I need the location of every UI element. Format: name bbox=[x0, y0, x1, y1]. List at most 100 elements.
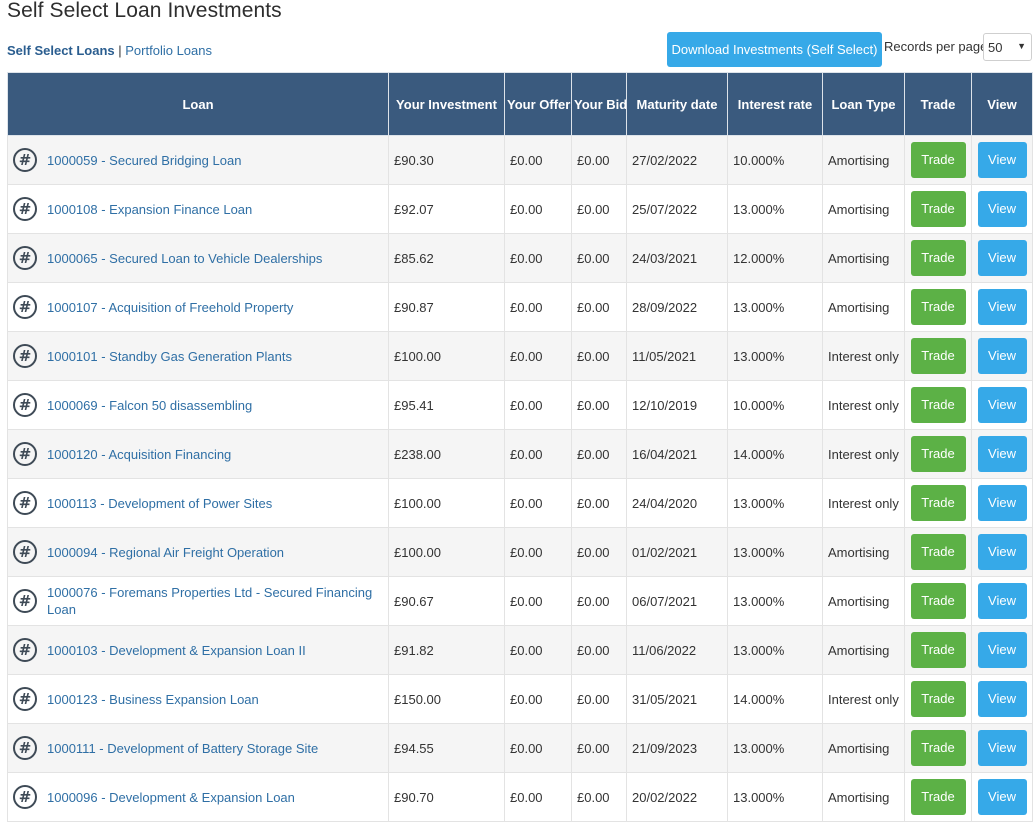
trade-button[interactable]: Trade bbox=[910, 191, 966, 227]
trade-button[interactable]: Trade bbox=[910, 779, 966, 815]
loan-cell: #1000113 - Development of Power Sites bbox=[7, 478, 389, 528]
loan-link[interactable]: 1000101 - Standby Gas Generation Plants bbox=[47, 348, 292, 364]
hash-circle-icon[interactable]: # bbox=[13, 442, 37, 466]
header-your-investment[interactable]: Your Investment bbox=[388, 72, 505, 136]
records-per-page-select[interactable]: 50 ▼ bbox=[983, 33, 1032, 61]
hash-circle-icon[interactable]: # bbox=[13, 687, 37, 711]
view-button[interactable]: View bbox=[977, 436, 1027, 472]
view-button[interactable]: View bbox=[977, 240, 1027, 276]
your-investment-cell: £100.00 bbox=[388, 478, 505, 528]
hash-circle-icon[interactable]: # bbox=[13, 540, 37, 564]
view-button[interactable]: View bbox=[977, 534, 1027, 570]
download-investments-button[interactable]: Download Investments (Self Select) bbox=[667, 32, 882, 67]
trade-button[interactable]: Trade bbox=[910, 142, 966, 178]
your-bids-cell: £0.00 bbox=[571, 184, 627, 234]
maturity-date-cell: 24/04/2020 bbox=[626, 478, 728, 528]
interest-rate-cell: 13.000% bbox=[727, 282, 823, 332]
your-offers-cell: £0.00 bbox=[504, 429, 572, 479]
view-button[interactable]: View bbox=[977, 681, 1027, 717]
header-maturity-date[interactable]: Maturity date bbox=[626, 72, 728, 136]
trade-button[interactable]: Trade bbox=[910, 240, 966, 276]
hash-circle-icon[interactable]: # bbox=[13, 197, 37, 221]
nav-self-select-loans[interactable]: Self Select Loans bbox=[7, 43, 115, 58]
trade-button[interactable]: Trade bbox=[910, 289, 966, 325]
your-investment-cell: £90.67 bbox=[388, 576, 505, 626]
loan-cell: #1000059 - Secured Bridging Loan bbox=[7, 135, 389, 185]
loan-link[interactable]: 1000123 - Business Expansion Loan bbox=[47, 691, 259, 707]
trade-button[interactable]: Trade bbox=[910, 436, 966, 472]
view-button[interactable]: View bbox=[977, 387, 1027, 423]
trade-cell: Trade bbox=[904, 772, 972, 822]
loan-link[interactable]: 1000103 - Development & Expansion Loan I… bbox=[47, 642, 306, 658]
nav-portfolio-loans[interactable]: Portfolio Loans bbox=[125, 43, 212, 58]
loan-link[interactable]: 1000069 - Falcon 50 disassembling bbox=[47, 397, 253, 413]
loan-type-cell: Interest only bbox=[822, 478, 905, 528]
trade-button[interactable]: Trade bbox=[910, 681, 966, 717]
loan-link[interactable]: 1000113 - Development of Power Sites bbox=[47, 495, 273, 511]
header-loan-type[interactable]: Loan Type bbox=[822, 72, 905, 136]
your-offers-cell: £0.00 bbox=[504, 380, 572, 430]
view-button[interactable]: View bbox=[977, 289, 1027, 325]
maturity-date-cell: 11/05/2021 bbox=[626, 331, 728, 381]
your-offers-cell: £0.00 bbox=[504, 625, 572, 675]
your-bids-cell: £0.00 bbox=[571, 331, 627, 381]
header-loan[interactable]: Loan bbox=[7, 72, 389, 136]
view-cell: View bbox=[971, 331, 1033, 381]
trade-button[interactable]: Trade bbox=[910, 534, 966, 570]
interest-rate-cell: 12.000% bbox=[727, 233, 823, 283]
hash-circle-icon[interactable]: # bbox=[13, 393, 37, 417]
trade-button[interactable]: Trade bbox=[910, 730, 966, 766]
view-cell: View bbox=[971, 478, 1033, 528]
hash-circle-icon[interactable]: # bbox=[13, 736, 37, 760]
loan-link[interactable]: 1000065 - Secured Loan to Vehicle Dealer… bbox=[47, 250, 323, 266]
loan-type-cell: Amortising bbox=[822, 233, 905, 283]
your-investment-cell: £100.00 bbox=[388, 527, 505, 577]
hash-circle-icon[interactable]: # bbox=[13, 638, 37, 662]
view-button[interactable]: View bbox=[977, 485, 1027, 521]
view-button[interactable]: View bbox=[977, 632, 1027, 668]
view-button[interactable]: View bbox=[977, 142, 1027, 178]
loan-type-cell: Amortising bbox=[822, 527, 905, 577]
loan-cell: #1000101 - Standby Gas Generation Plants bbox=[7, 331, 389, 381]
maturity-date-cell: 06/07/2021 bbox=[626, 576, 728, 626]
maturity-date-cell: 21/09/2023 bbox=[626, 723, 728, 773]
view-button[interactable]: View bbox=[977, 730, 1027, 766]
loan-link[interactable]: 1000107 - Acquisition of Freehold Proper… bbox=[47, 299, 294, 315]
loan-link[interactable]: 1000120 - Acquisition Financing bbox=[47, 446, 232, 462]
trade-cell: Trade bbox=[904, 331, 972, 381]
view-button[interactable]: View bbox=[977, 583, 1027, 619]
hash-circle-icon[interactable]: # bbox=[13, 785, 37, 809]
loan-link[interactable]: 1000094 - Regional Air Freight Operation bbox=[47, 544, 285, 560]
your-offers-cell: £0.00 bbox=[504, 478, 572, 528]
hash-circle-icon[interactable]: # bbox=[13, 491, 37, 515]
table-row: #1000120 - Acquisition Financing £238.00 £… bbox=[7, 429, 1033, 479]
trade-button[interactable]: Trade bbox=[910, 583, 966, 619]
loan-link[interactable]: 1000111 - Development of Battery Storage… bbox=[47, 740, 319, 756]
header-your-offers[interactable]: Your Offers bbox=[504, 72, 572, 136]
hash-circle-icon[interactable]: # bbox=[13, 295, 37, 319]
header-interest-rate[interactable]: Interest rate bbox=[727, 72, 823, 136]
view-cell: View bbox=[971, 233, 1033, 283]
loan-link[interactable]: 1000076 - Foremans Properties Ltd - Secu… bbox=[47, 585, 373, 617]
view-button[interactable]: View bbox=[977, 191, 1027, 227]
loan-type-nav: Self Select Loans | Portfolio Loans bbox=[7, 43, 212, 58]
hash-circle-icon[interactable]: # bbox=[13, 344, 37, 368]
hash-circle-icon[interactable]: # bbox=[13, 246, 37, 270]
hash-circle-icon[interactable]: # bbox=[13, 148, 37, 172]
view-button[interactable]: View bbox=[977, 779, 1027, 815]
loan-link[interactable]: 1000059 - Secured Bridging Loan bbox=[47, 152, 242, 168]
loan-link[interactable]: 1000096 - Development & Expansion Loan bbox=[47, 789, 295, 805]
trade-button[interactable]: Trade bbox=[910, 632, 966, 668]
header-your-bids[interactable]: Your Bids bbox=[571, 72, 627, 136]
trade-button[interactable]: Trade bbox=[910, 387, 966, 423]
your-offers-cell: £0.00 bbox=[504, 184, 572, 234]
view-button[interactable]: View bbox=[977, 338, 1027, 374]
maturity-date-cell: 12/10/2019 bbox=[626, 380, 728, 430]
your-bids-cell: £0.00 bbox=[571, 135, 627, 185]
loan-link[interactable]: 1000108 - Expansion Finance Loan bbox=[47, 201, 253, 217]
loan-rows: #1000059 - Secured Bridging Loan £90.30 £0… bbox=[7, 135, 1033, 822]
view-cell: View bbox=[971, 772, 1033, 822]
trade-button[interactable]: Trade bbox=[910, 338, 966, 374]
trade-button[interactable]: Trade bbox=[910, 485, 966, 521]
hash-circle-icon[interactable]: # bbox=[13, 589, 37, 613]
